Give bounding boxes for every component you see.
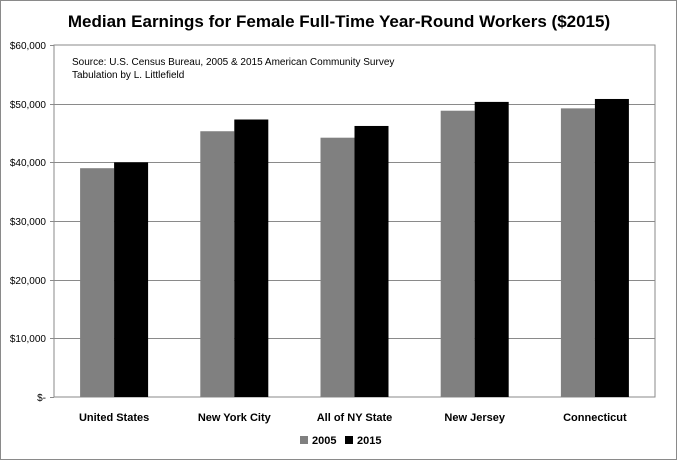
legend-swatch-2015 (345, 436, 353, 444)
legend-label-2015: 2015 (357, 435, 381, 447)
y-axis-ticks: $- $10,000 $20,000 $30,000 $40,000 $50,000 $60… (10, 41, 54, 404)
x-tick-label: All of NY State (317, 412, 393, 424)
y-tick-label: $50,000 (10, 100, 47, 111)
x-tick-label: New York City (198, 412, 272, 424)
y-tick-label: $60,000 (10, 41, 47, 52)
bar-2005 (560, 108, 595, 398)
tabulation-note: Tabulation by L. Littlefield (72, 70, 184, 81)
bar-2005 (320, 137, 355, 397)
bar-2015 (594, 98, 629, 398)
bar-2005 (200, 131, 235, 398)
legend-swatch-2005 (300, 436, 308, 444)
y-tick-label: $20,000 (10, 276, 47, 287)
x-tick-label: United States (79, 412, 149, 424)
legend-label-2005: 2005 (312, 435, 336, 447)
bar-2015 (354, 125, 389, 398)
bar-2015 (474, 101, 509, 397)
y-tick-label: $10,000 (10, 334, 47, 345)
bar-2015 (234, 119, 269, 398)
x-tick-label: New Jersey (444, 412, 505, 424)
x-axis-ticks: United States New York City All of NY Stat… (79, 412, 627, 424)
chart-title: Median Earnings for Female Full-Time Yea… (68, 12, 610, 31)
x-tick-label: Connecticut (563, 412, 627, 424)
y-tick-label: $- (37, 393, 46, 404)
bar-2015 (114, 162, 149, 397)
source-note: Source: U.S. Census Bureau, 2005 & 2015 … (72, 57, 394, 68)
y-tick-label: $30,000 (10, 217, 47, 228)
bar-2005 (80, 168, 115, 397)
legend: 2005 2015 (300, 435, 381, 447)
bars (80, 98, 629, 398)
bar-2005 (440, 110, 475, 397)
y-tick-label: $40,000 (10, 158, 47, 169)
